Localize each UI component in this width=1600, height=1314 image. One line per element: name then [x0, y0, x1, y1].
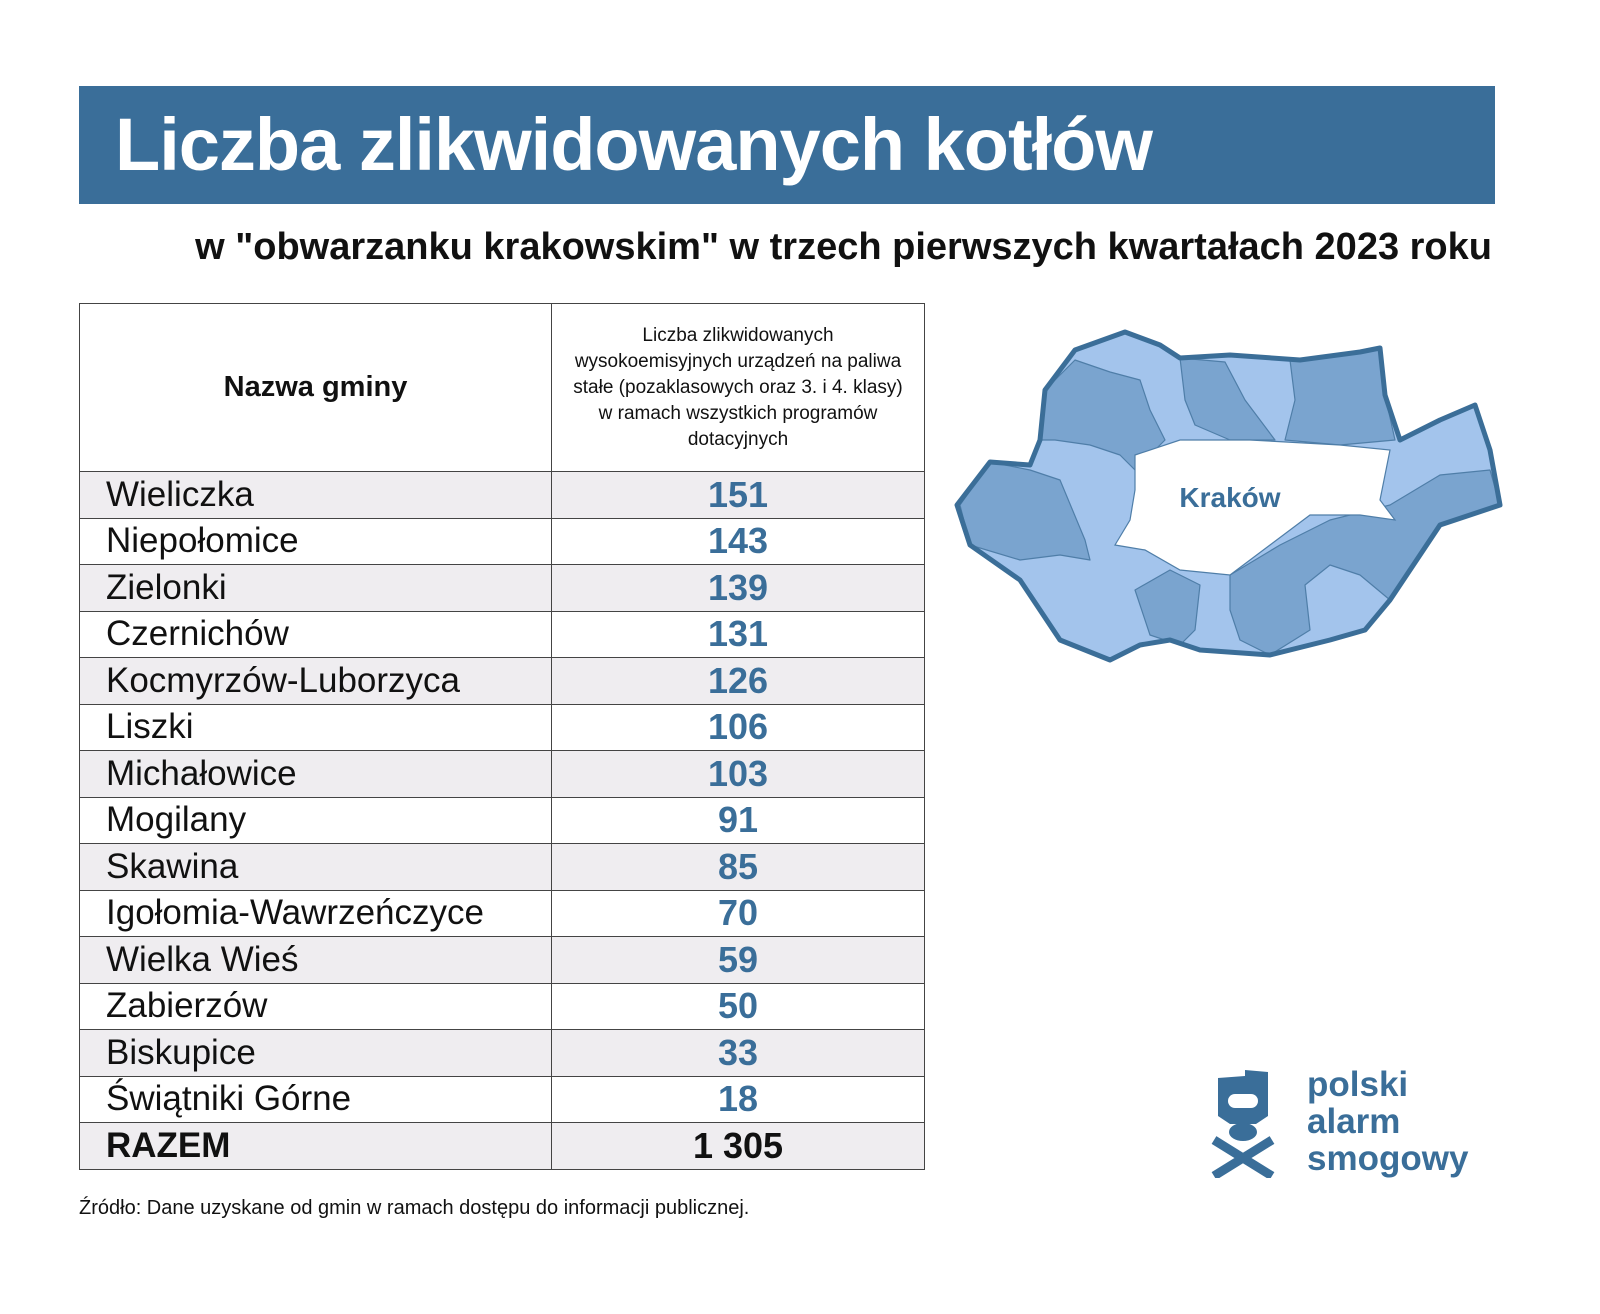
boiler-count: 143: [551, 517, 925, 565]
map-krakow-area: Kraków: [954, 329, 1503, 663]
boiler-count: 33: [551, 1029, 925, 1077]
gmina-name: Igołomia-Wawrzeńczyce: [79, 889, 552, 937]
table-row: Wielka Wieś 59: [79, 936, 925, 984]
table-row: Mogilany 91: [79, 796, 925, 844]
boiler-count: 1 305: [551, 1122, 925, 1170]
boiler-count: 103: [551, 750, 925, 798]
data-table: Nazwa gminy Liczba zlikwidowanych wysoko…: [79, 303, 925, 1170]
page-title: Liczba zlikwidowanych kotłów: [115, 103, 1153, 186]
table-row: Niepołomice 143: [79, 517, 925, 565]
table-row: Zabierzów 50: [79, 982, 925, 1030]
gmina-name: Michałowice: [79, 750, 552, 798]
boiler-count: 59: [551, 936, 925, 984]
gmina-name: Zabierzów: [79, 982, 552, 1030]
boiler-count: 106: [551, 703, 925, 751]
logo-text: polski alarm smogowy: [1307, 1066, 1468, 1177]
gmina-name: Biskupice: [79, 1029, 552, 1077]
gmina-name: Skawina: [79, 843, 552, 891]
gmina-name: Niepołomice: [79, 517, 552, 565]
table-row: Zielonki 139: [79, 564, 925, 612]
boiler-count: 151: [551, 471, 925, 519]
table-row: Skawina 85: [79, 843, 925, 891]
map-label-krakow: Kraków: [1179, 482, 1280, 513]
boiler-count: 131: [551, 610, 925, 658]
gmina-name: Kocmyrzów-Luborzyca: [79, 657, 552, 705]
map-region: [1284, 347, 1396, 446]
gmina-name: Czernichów: [79, 610, 552, 658]
gmina-name: Liszki: [79, 703, 552, 751]
gmina-name: Wielka Wieś: [79, 936, 552, 984]
gmina-name: Świątniki Górne: [79, 1075, 552, 1123]
boiler-count: 50: [551, 982, 925, 1030]
gmina-name: Wieliczka: [79, 471, 552, 519]
logo-line: polski: [1307, 1065, 1409, 1104]
map-region: [1134, 569, 1201, 646]
column-header-name: Nazwa gminy: [79, 303, 552, 472]
table-row: Igołomia-Wawrzeńczyce 70: [79, 889, 925, 937]
title-banner: Liczba zlikwidowanych kotłów: [79, 86, 1495, 204]
boiler-count: 85: [551, 843, 925, 891]
table-row: Świątniki Górne 18: [79, 1075, 925, 1123]
table-row: Wieliczka 151: [79, 471, 925, 519]
logo-line: alarm: [1307, 1102, 1401, 1141]
smog-mask-icon: [1211, 1070, 1275, 1178]
table-row: Michałowice 103: [79, 750, 925, 798]
boiler-count: 126: [551, 657, 925, 705]
gmina-name: RAZEM: [79, 1122, 552, 1170]
logo-line: smogowy: [1307, 1139, 1469, 1178]
column-header-count: Liczba zlikwidowanych wysokoemisyjnych u…: [551, 303, 925, 472]
table-row: Liszki 106: [79, 703, 925, 751]
boiler-count: 91: [551, 796, 925, 844]
table-row: Kocmyrzów-Luborzyca 126: [79, 657, 925, 705]
table-row: Czernichów 131: [79, 610, 925, 658]
boiler-count: 70: [551, 889, 925, 937]
krakow-city-area: [1114, 439, 1397, 576]
gmina-name: Zielonki: [79, 564, 552, 612]
table-row: Biskupice 33: [79, 1029, 925, 1077]
source-note: Źródło: Dane uzyskane od gmin w ramach d…: [79, 1197, 750, 1219]
boiler-count: 139: [551, 564, 925, 612]
gmina-name: Mogilany: [79, 796, 552, 844]
map-border: [954, 329, 1503, 663]
table-total-row: RAZEM 1 305: [79, 1122, 925, 1170]
boiler-count: 18: [551, 1075, 925, 1123]
table-header: Nazwa gminy Liczba zlikwidowanych wysoko…: [79, 303, 925, 472]
page-subtitle: w "obwarzanku krakowskim" w trzech pierw…: [195, 226, 1492, 268]
